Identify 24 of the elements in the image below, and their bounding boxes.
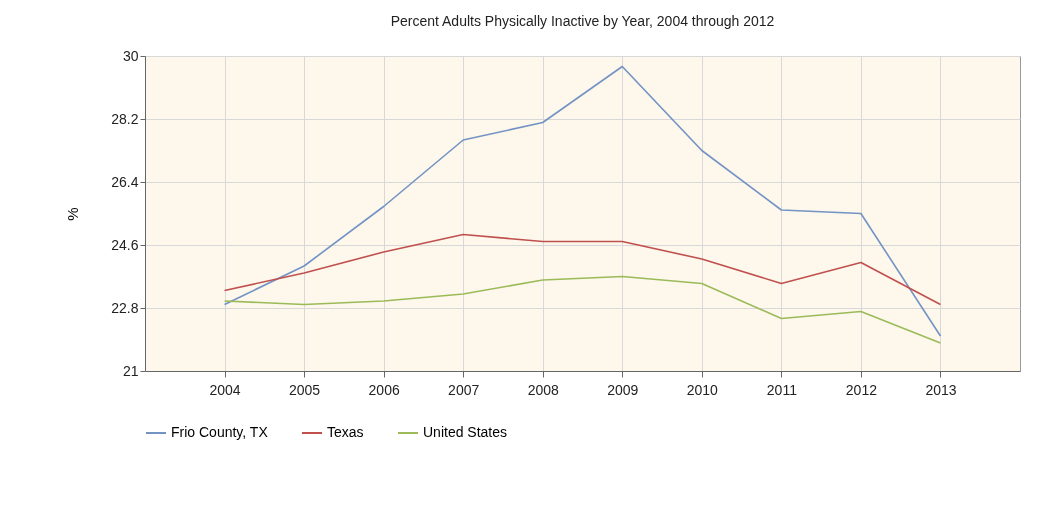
y-tick-label: 21 bbox=[122, 362, 139, 379]
legend-label: Texas bbox=[327, 424, 364, 440]
y-tick-label: 24.6 bbox=[111, 236, 139, 253]
x-tick-label: 2008 bbox=[527, 381, 560, 398]
line-series bbox=[223, 65, 942, 337]
legend-label: Frio County, TX bbox=[171, 424, 269, 440]
line-series bbox=[223, 275, 942, 344]
x-tick-label: 2005 bbox=[289, 381, 321, 398]
x-tick-label: 2010 bbox=[686, 381, 719, 398]
chart-title: Percent Adults Physically Inactive by Year, 2004 through 2012 bbox=[390, 13, 775, 29]
y-tick-label: 22.8 bbox=[111, 299, 139, 316]
x-tick-label: 2011 bbox=[766, 381, 798, 398]
x-tick-label: 2007 bbox=[448, 381, 480, 398]
y-tick-label: 28.2 bbox=[111, 110, 139, 127]
x-tick-label: 2013 bbox=[925, 381, 957, 398]
x-tick-label: 2009 bbox=[607, 381, 639, 398]
y-axis-title: % bbox=[64, 207, 82, 221]
legend-label: United States bbox=[423, 424, 508, 440]
x-tick-label: 2006 bbox=[368, 381, 400, 398]
line-series bbox=[223, 233, 942, 306]
x-tick-label: 2004 bbox=[209, 381, 241, 398]
y-tick-label: 30 bbox=[122, 47, 139, 64]
y-tick-label: 26.4 bbox=[111, 173, 139, 190]
x-tick-label: 2012 bbox=[845, 381, 878, 398]
